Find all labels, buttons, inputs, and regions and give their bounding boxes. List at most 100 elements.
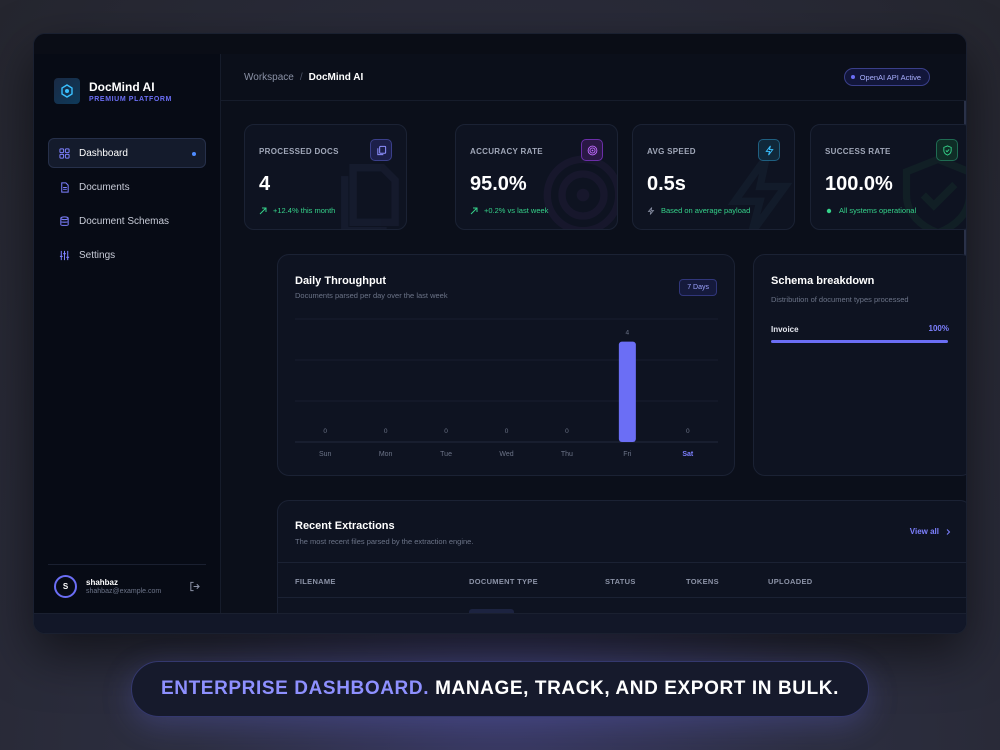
- tick-label-sun: Sun: [319, 451, 332, 458]
- tagline-text: MANAGE, TRACK, AND EXPORT IN BULK.: [435, 678, 839, 699]
- sidebar: DocMind AI PREMIUM PLATFORM Dashboard Do…: [34, 54, 221, 615]
- chevron-right-icon: [946, 528, 951, 535]
- app-window: DocMind AI PREMIUM PLATFORM Dashboard Do…: [33, 33, 967, 634]
- active-indicator: [192, 152, 196, 156]
- recent-title: Recent Extractions: [295, 520, 395, 532]
- stat-label: PROCESSED DOCS: [259, 147, 339, 156]
- tagline-accent: ENTERPRISE DASHBOARD.: [161, 678, 430, 699]
- data-label-fri: 4: [626, 330, 630, 337]
- window-bottom-bar: [34, 613, 966, 633]
- breakdown-title: Schema breakdown: [771, 275, 875, 287]
- stat-label: ACCURACY RATE: [470, 147, 543, 156]
- sidebar-item-settings[interactable]: Settings: [48, 240, 206, 270]
- recent-subtitle: The most recent files parsed by the extr…: [295, 537, 474, 546]
- stat-card-processed-docs: PROCESSED DOCS 4 +12.4% this month: [244, 124, 407, 230]
- copy-bg-icon: [341, 164, 399, 229]
- sidebar-item-documents[interactable]: Documents: [48, 172, 206, 202]
- document-icon: [61, 181, 69, 193]
- stat-value: 100.0%: [825, 173, 893, 195]
- lightning-icon: [758, 139, 780, 161]
- logout-icon[interactable]: [189, 581, 200, 592]
- recent-extractions-panel: Recent Extractions The most recent files…: [277, 500, 966, 633]
- table-header: FILENAME DOCUMENT TYPE STATUS TOKENS UPL…: [278, 562, 966, 598]
- sidebar-item-label: Documents: [79, 181, 130, 193]
- stat-trend-text: +0.2% vs last week: [484, 206, 549, 215]
- shield-check-icon: [936, 139, 958, 161]
- status-dot: [850, 75, 855, 79]
- stat-card-avg-speed: AVG SPEED 0.5s Based on average payload: [632, 124, 795, 230]
- sidebar-item-label: Document Schemas: [79, 215, 170, 227]
- breakdown-item-percent: 100%: [928, 324, 949, 333]
- stat-trend: +0.2% vs last week: [470, 206, 548, 215]
- user-name: shahbaz: [86, 578, 119, 587]
- schema-breakdown-panel: Schema breakdown Distribution of documen…: [753, 254, 966, 476]
- stat-value: 4: [259, 173, 271, 195]
- tick-label-sat: Sat: [682, 451, 694, 458]
- brand-logo-icon: [54, 78, 80, 104]
- window-top-bar: [34, 34, 966, 54]
- trend-up-icon: [470, 207, 478, 214]
- breakdown-progress-fill: [771, 340, 948, 343]
- stat-card-success-rate: SUCCESS RATE 100.0% All systems operatio…: [810, 124, 966, 230]
- sidebar-item-label: Settings: [79, 249, 116, 261]
- stat-trend: All systems operational: [825, 206, 916, 215]
- column-tokens[interactable]: TOKENS: [686, 577, 719, 586]
- sidebar-item-document-schemas[interactable]: Document Schemas: [48, 206, 206, 236]
- sidebar-item-label: Dashboard: [79, 147, 128, 159]
- bar-fri[interactable]: [618, 341, 636, 442]
- lightning-bg-icon: [727, 155, 793, 229]
- stat-label: AVG SPEED: [647, 147, 696, 156]
- user-profile[interactable]: S shahbaz shahbaz@example.com: [48, 564, 206, 598]
- breadcrumb-workspace[interactable]: Workspace: [244, 72, 294, 83]
- avatar: S: [54, 575, 77, 598]
- shield-bg-icon: [902, 155, 966, 229]
- sidebar-item-dashboard[interactable]: Dashboard: [48, 138, 206, 168]
- stat-value: 0.5s: [647, 173, 686, 195]
- sidebar-nav: Dashboard Documents Document Schemas Set…: [48, 138, 206, 274]
- data-label-sun: 0: [323, 428, 327, 435]
- data-label-thu: 0: [565, 428, 569, 435]
- trend-up-icon: [259, 207, 267, 214]
- breadcrumb-separator: /: [299, 72, 303, 83]
- view-all-link[interactable]: View all: [910, 527, 952, 536]
- throughput-title: Daily Throughput: [295, 275, 387, 287]
- range-selector[interactable]: 7 Days: [679, 279, 717, 296]
- breakdown-subtitle: Distribution of document types processed: [771, 295, 909, 304]
- tick-label-tue: Tue: [440, 451, 452, 458]
- target-bg-icon: [543, 155, 617, 229]
- stat-trend-text: All systems operational: [839, 206, 917, 215]
- stat-trend: Based on average payload: [647, 206, 750, 215]
- stat-value: 95.0%: [470, 173, 527, 195]
- brand-name: DocMind AI: [89, 79, 155, 94]
- brand[interactable]: DocMind AI PREMIUM PLATFORM: [54, 78, 172, 104]
- tick-label-mon: Mon: [379, 451, 393, 458]
- data-label-tue: 0: [444, 428, 448, 435]
- breakdown-item-label: Invoice: [771, 325, 799, 334]
- brand-subtitle: PREMIUM PLATFORM: [89, 95, 172, 103]
- status-dot-icon: [826, 208, 832, 213]
- column-uploaded[interactable]: UPLOADED: [768, 577, 813, 586]
- lightning-small-icon: [647, 206, 655, 215]
- stat-label: SUCCESS RATE: [825, 147, 891, 156]
- breadcrumb: Workspace / DocMind AI: [244, 72, 363, 83]
- api-status-badge: OpenAI API Active: [843, 68, 930, 86]
- sliders-icon: [59, 250, 70, 260]
- throughput-panel: Daily Throughput Documents parsed per da…: [277, 254, 735, 476]
- breakdown-progress-track: [771, 340, 948, 343]
- tick-label-fri: Fri: [623, 451, 632, 458]
- view-all-label: View all: [909, 527, 939, 536]
- copy-icon: [370, 139, 392, 161]
- page-header: Workspace / DocMind AI OpenAI API Active: [221, 54, 966, 101]
- stat-trend: +12.4% this month: [259, 206, 335, 215]
- column-document-type[interactable]: DOCUMENT TYPE: [469, 577, 538, 586]
- stat-trend-text: Based on average payload: [661, 206, 751, 215]
- api-status-text: OpenAI API Active: [859, 72, 921, 82]
- throughput-subtitle: Documents parsed per day over the last w…: [295, 291, 448, 300]
- stat-card-accuracy-rate: ACCURACY RATE 95.0% +0.2% vs last week: [455, 124, 618, 230]
- column-filename[interactable]: FILENAME: [295, 577, 336, 586]
- user-email: shahbaz@example.com: [86, 588, 162, 595]
- data-label-mon: 0: [384, 428, 388, 435]
- dashboard-icon: [59, 147, 70, 159]
- column-status[interactable]: STATUS: [605, 577, 636, 586]
- tick-label-wed: Wed: [499, 451, 513, 458]
